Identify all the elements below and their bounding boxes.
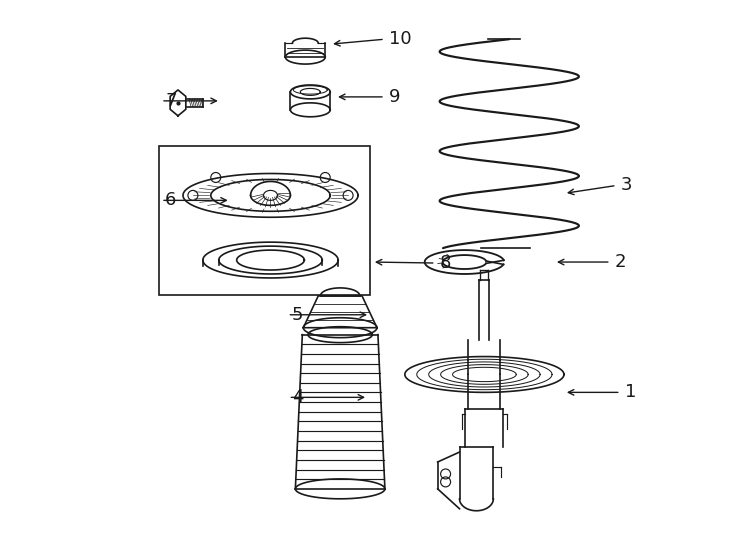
Text: 10: 10	[389, 30, 412, 48]
Text: 4: 4	[292, 388, 304, 406]
Text: 5: 5	[291, 306, 303, 324]
Text: 7: 7	[165, 92, 177, 110]
Text: 2: 2	[614, 253, 626, 271]
Text: 9: 9	[389, 88, 400, 106]
Text: 8: 8	[440, 254, 451, 272]
Text: 1: 1	[625, 383, 636, 401]
Bar	[159, 146, 370, 295]
Text: 3: 3	[621, 177, 632, 194]
Text: 6: 6	[165, 191, 176, 210]
